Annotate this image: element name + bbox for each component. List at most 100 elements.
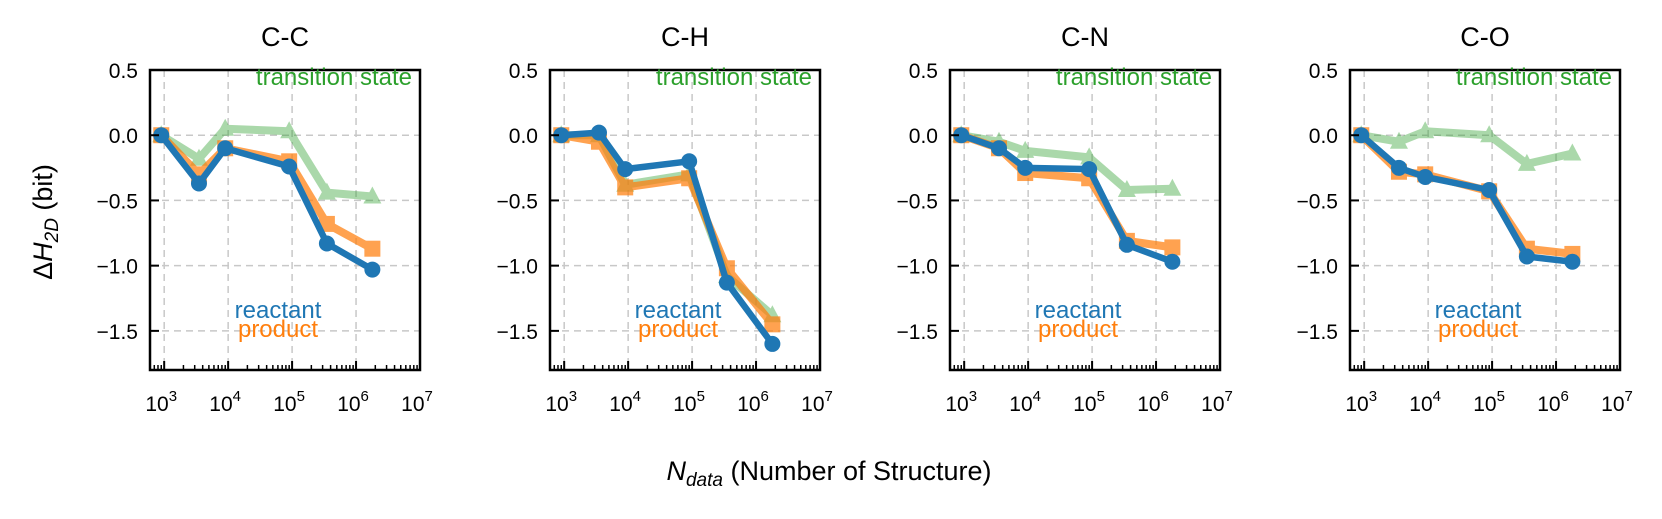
data-point xyxy=(1081,161,1098,178)
x-tick-label: 104 xyxy=(609,388,641,416)
axes-frame xyxy=(1348,68,1622,372)
y-tick-label: −1.0 xyxy=(1297,256,1338,279)
annotation-reactant: reactant xyxy=(1035,297,1122,324)
data-point xyxy=(190,175,207,192)
y-axis-label-var: H xyxy=(28,242,58,262)
y-tick-label: −0.5 xyxy=(497,190,538,213)
data-point xyxy=(217,140,234,157)
x-tick-base: 10 xyxy=(273,393,296,416)
x-tick-label: 106 xyxy=(1137,388,1169,416)
annotation-product: product xyxy=(1438,316,1518,343)
data-point xyxy=(1417,168,1434,185)
x-tick-label: 103 xyxy=(1345,388,1377,416)
x-tick-exp: 6 xyxy=(761,388,769,405)
series-reactant xyxy=(553,124,781,352)
data-point xyxy=(1164,239,1181,256)
x-tick-base: 10 xyxy=(801,393,824,416)
series-line xyxy=(1358,131,1576,265)
x-tick-label: 105 xyxy=(1073,388,1105,416)
y-tick-label: 0.0 xyxy=(509,125,538,148)
data-point xyxy=(1517,153,1536,171)
x-tick-base: 10 xyxy=(737,393,760,416)
data-point xyxy=(1080,147,1099,165)
annotation-transition-state: transition state xyxy=(1456,64,1612,91)
panel-c-h: 103 104 105 106 1070.50.0−0.5−1.0−1.5C-Htran… xyxy=(497,22,833,416)
data-point xyxy=(1389,131,1408,149)
series-reactant xyxy=(953,127,1181,270)
x-tick-exp: 7 xyxy=(425,388,433,405)
x-tick-base: 10 xyxy=(1009,393,1032,416)
x-tick-base: 10 xyxy=(1345,393,1368,416)
y-tick-label: −1.0 xyxy=(497,256,538,279)
x-axis-label: Ndata (Number of Structure) xyxy=(666,456,991,491)
data-point xyxy=(1563,143,1582,161)
y-tick-label: 0.5 xyxy=(909,60,938,83)
x-tick-base: 10 xyxy=(145,393,168,416)
annotation-transition-state: transition state xyxy=(656,64,812,91)
x-axis-label-rest: (Number of Structure) xyxy=(723,456,992,486)
x-tick-base: 10 xyxy=(1137,393,1160,416)
y-tick-label: −0.5 xyxy=(97,190,138,213)
y-tick-label: −1.5 xyxy=(897,321,938,344)
x-tick-base: 10 xyxy=(1073,393,1096,416)
x-tick-exp: 4 xyxy=(633,388,641,405)
x-tick-base: 10 xyxy=(401,393,424,416)
series-transition-state xyxy=(952,125,1182,197)
data-point xyxy=(216,118,235,136)
x-tick-label: 104 xyxy=(1009,388,1041,416)
x-tick-exp: 6 xyxy=(1161,388,1169,405)
y-tick-label: 0.5 xyxy=(109,60,138,83)
y-axis-label: ΔH2D (bit) xyxy=(28,164,63,280)
data-point xyxy=(1518,248,1535,265)
x-tick-label: 103 xyxy=(945,388,977,416)
data-point xyxy=(681,153,698,170)
series-reactant xyxy=(153,127,381,278)
data-point xyxy=(953,127,970,144)
data-point xyxy=(1353,127,1370,144)
x-tick-label: 106 xyxy=(737,388,769,416)
data-point xyxy=(318,235,335,252)
x-tick-exp: 5 xyxy=(297,388,305,405)
data-point xyxy=(718,274,735,291)
x-tick-exp: 7 xyxy=(825,388,833,405)
data-point xyxy=(318,215,335,232)
y-tick-label: −1.5 xyxy=(1297,321,1338,344)
data-point xyxy=(1416,121,1435,139)
axes-frame xyxy=(148,68,422,372)
x-tick-exp: 7 xyxy=(1625,388,1633,405)
panel-c-n: 103 104 105 106 1070.50.0−0.5−1.0−1.5C-Ntran… xyxy=(897,22,1233,416)
data-point xyxy=(317,182,336,200)
series-line xyxy=(158,131,376,273)
x-tick-base: 10 xyxy=(673,393,696,416)
y-tick-label: 0.5 xyxy=(509,60,538,83)
data-point xyxy=(764,335,781,352)
data-point xyxy=(1390,159,1407,176)
y-tick-label: −1.5 xyxy=(497,321,538,344)
x-tick-base: 10 xyxy=(1537,393,1560,416)
x-tick-exp: 6 xyxy=(361,388,369,405)
x-tick-exp: 5 xyxy=(1097,388,1105,405)
x-tick-label: 107 xyxy=(1201,388,1233,416)
x-tick-exp: 4 xyxy=(233,388,241,405)
data-point xyxy=(590,124,607,141)
annotation-reactant: reactant xyxy=(635,297,722,324)
annotation-reactant: reactant xyxy=(235,297,322,324)
x-tick-exp: 3 xyxy=(569,388,577,405)
data-point xyxy=(553,127,570,144)
x-tick-base: 10 xyxy=(609,393,632,416)
x-tick-exp: 5 xyxy=(1497,388,1505,405)
x-tick-label: 103 xyxy=(545,388,577,416)
x-axis-label-sub: data xyxy=(686,470,723,491)
series-line xyxy=(1357,131,1577,258)
data-point xyxy=(617,161,634,178)
x-tick-label: 106 xyxy=(1537,388,1569,416)
x-tick-exp: 4 xyxy=(1033,388,1041,405)
data-point xyxy=(364,261,381,278)
data-point xyxy=(364,240,381,257)
annotation-transition-state: transition state xyxy=(256,64,412,91)
data-point xyxy=(990,140,1007,157)
x-tick-label: 105 xyxy=(1473,388,1505,416)
y-tick-label: −0.5 xyxy=(897,190,938,213)
x-tick-base: 10 xyxy=(209,393,232,416)
